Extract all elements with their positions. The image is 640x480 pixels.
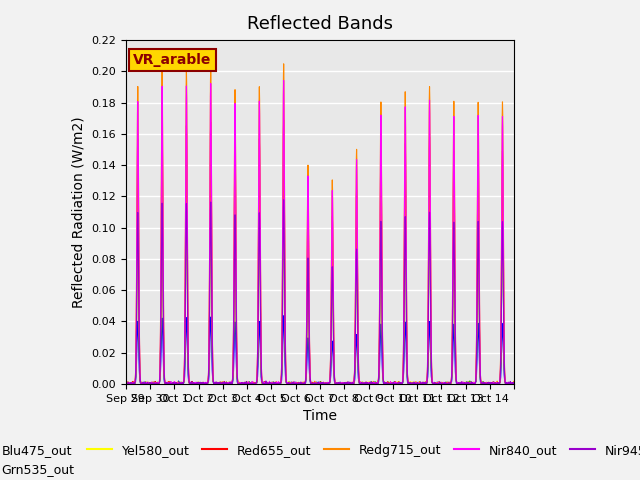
Nir945_out bbox=[372, 381, 380, 387]
Grn535_out bbox=[302, 377, 310, 383]
Nir840_out bbox=[506, 380, 514, 386]
Blu475_out bbox=[511, 380, 518, 385]
Grn535_out bbox=[511, 380, 518, 385]
Grn535_out bbox=[411, 381, 419, 387]
Nir840_out bbox=[280, 78, 287, 84]
Redg715_out bbox=[506, 381, 514, 387]
Yel580_out bbox=[511, 381, 518, 386]
Nir840_out bbox=[309, 381, 317, 386]
Red655_out bbox=[182, 123, 190, 129]
Blu475_out bbox=[182, 315, 190, 321]
Blu475_out bbox=[468, 380, 476, 386]
Nir945_out bbox=[309, 381, 317, 386]
Yel580_out bbox=[309, 381, 317, 386]
Legend: Blu475_out, Grn535_out, Yel580_out, Red655_out, Redg715_out, Nir840_out, Nir945_: Blu475_out, Grn535_out, Yel580_out, Red6… bbox=[0, 439, 640, 480]
Yel580_out bbox=[481, 381, 488, 387]
Yel580_out bbox=[122, 381, 129, 387]
Grn535_out bbox=[468, 381, 476, 386]
Red655_out bbox=[511, 381, 518, 386]
Line: Redg715_out: Redg715_out bbox=[125, 64, 515, 384]
Blu475_out bbox=[280, 313, 287, 319]
Yel580_out bbox=[468, 381, 476, 386]
Grn535_out bbox=[506, 381, 514, 386]
Red655_out bbox=[411, 380, 419, 386]
Line: Yel580_out: Yel580_out bbox=[125, 192, 515, 384]
Red655_out bbox=[506, 381, 514, 386]
Line: Nir840_out: Nir840_out bbox=[125, 81, 515, 384]
Nir840_out bbox=[182, 83, 190, 89]
Nir945_out bbox=[468, 379, 476, 385]
Line: Nir945_out: Nir945_out bbox=[125, 200, 515, 384]
Red655_out bbox=[280, 117, 287, 123]
Blu475_out bbox=[301, 381, 309, 386]
Redg715_out bbox=[511, 381, 518, 386]
Nir840_out bbox=[122, 381, 129, 386]
Nir840_out bbox=[468, 380, 476, 386]
Blu475_out bbox=[461, 381, 469, 387]
Redg715_out bbox=[309, 381, 317, 387]
Blu475_out bbox=[506, 381, 514, 386]
Red655_out bbox=[467, 381, 475, 387]
Nir945_out bbox=[506, 381, 514, 386]
Grn535_out bbox=[280, 205, 287, 211]
Yel580_out bbox=[280, 189, 287, 195]
Redg715_out bbox=[182, 68, 190, 74]
Grn535_out bbox=[251, 381, 259, 387]
Blu475_out bbox=[122, 381, 129, 386]
Red655_out bbox=[468, 381, 476, 386]
Nir945_out bbox=[511, 380, 518, 386]
Yel580_out bbox=[182, 192, 190, 198]
Redg715_out bbox=[411, 380, 419, 386]
Nir840_out bbox=[411, 380, 419, 386]
Redg715_out bbox=[241, 381, 249, 387]
Red655_out bbox=[301, 379, 309, 384]
Line: Blu475_out: Blu475_out bbox=[125, 316, 515, 384]
Nir840_out bbox=[511, 380, 518, 386]
Nir840_out bbox=[301, 378, 309, 384]
Nir945_out bbox=[280, 197, 287, 203]
Nir945_out bbox=[411, 381, 419, 386]
X-axis label: Time: Time bbox=[303, 409, 337, 423]
Blu475_out bbox=[309, 380, 317, 386]
Redg715_out bbox=[122, 381, 129, 386]
Redg715_out bbox=[280, 61, 287, 67]
Yel580_out bbox=[411, 380, 419, 385]
Yel580_out bbox=[301, 379, 309, 384]
Redg715_out bbox=[302, 374, 310, 380]
Yel580_out bbox=[506, 380, 514, 386]
Grn535_out bbox=[122, 381, 129, 386]
Line: Red655_out: Red655_out bbox=[125, 120, 515, 384]
Text: VR_arable: VR_arable bbox=[133, 53, 212, 67]
Red655_out bbox=[122, 381, 129, 386]
Grn535_out bbox=[309, 381, 317, 386]
Nir945_out bbox=[122, 380, 129, 386]
Nir840_out bbox=[492, 381, 499, 387]
Redg715_out bbox=[468, 379, 476, 385]
Nir945_out bbox=[301, 379, 309, 385]
Red655_out bbox=[309, 379, 317, 385]
Nir945_out bbox=[182, 201, 190, 206]
Y-axis label: Reflected Radiation (W/m2): Reflected Radiation (W/m2) bbox=[72, 116, 86, 308]
Line: Grn535_out: Grn535_out bbox=[125, 208, 515, 384]
Grn535_out bbox=[182, 209, 190, 215]
Blu475_out bbox=[411, 380, 419, 386]
Title: Reflected Bands: Reflected Bands bbox=[247, 15, 393, 33]
